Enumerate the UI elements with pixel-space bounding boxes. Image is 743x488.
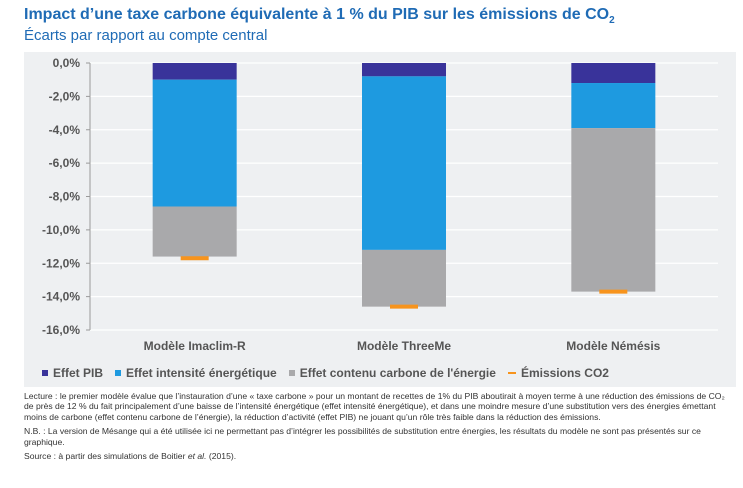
legend-label: Effet PIB xyxy=(53,366,104,380)
legend-label: Effet contenu carbone de l'énergie xyxy=(299,366,496,380)
legend-item: Effet contenu carbone de l'énergie xyxy=(288,366,496,380)
y-tick-label: -12,0% xyxy=(42,256,80,270)
source-note: Source : à partir des simulations de Boi… xyxy=(24,451,237,462)
y-tick-label: -2,0% xyxy=(49,89,81,103)
legend-item: Effet intensité énergétique xyxy=(115,366,277,380)
x-category-label: Modèle ThreeMe xyxy=(357,339,451,353)
legend-swatch xyxy=(507,372,516,374)
chart-notes: Lecture : le premier modèle évalue que l… xyxy=(24,391,736,465)
bar-segment xyxy=(152,79,237,207)
legend-label: Effet intensité énergétique xyxy=(126,366,277,380)
y-tick-label: 0,0% xyxy=(53,56,81,70)
legend-item: Émissions CO2 xyxy=(507,366,609,380)
y-tick-label: -8,0% xyxy=(49,190,81,204)
lecture-note: Lecture : le premier modèle évalue que l… xyxy=(24,391,725,422)
bar-segment xyxy=(571,63,656,84)
nb-note: N.B. : La version de Mésange qui a été u… xyxy=(24,426,701,447)
chart-subtitle: Écarts par rapport au compte central xyxy=(24,27,268,44)
y-tick-label: -4,0% xyxy=(49,123,81,137)
chart-title: Impact d’une taxe carbone équivalente à … xyxy=(24,6,615,27)
bar-segment xyxy=(362,249,446,307)
legend-label: Émissions CO2 xyxy=(520,366,609,380)
bar-segment xyxy=(362,63,446,77)
bar-segment xyxy=(362,76,446,250)
y-tick-label: -16,0% xyxy=(42,323,80,337)
bar-segment xyxy=(152,206,237,257)
bar-segment xyxy=(571,83,656,129)
y-tick-label: -10,0% xyxy=(42,223,80,237)
y-tick-label: -6,0% xyxy=(49,156,81,170)
legend-item: Effet PIB xyxy=(42,366,103,380)
legend-swatch xyxy=(115,370,122,376)
bar-segment xyxy=(571,128,656,292)
y-tick-label: -14,0% xyxy=(42,290,80,304)
chart-legend: Effet PIB Effet intensité énergétique Effe… xyxy=(42,366,621,380)
x-category-label: Modèle Némésis xyxy=(566,339,660,353)
legend-swatch xyxy=(42,370,48,376)
x-category-label: Modèle Imaclim-R xyxy=(144,339,246,353)
legend-swatch xyxy=(288,370,295,376)
bar-segment xyxy=(152,63,237,80)
